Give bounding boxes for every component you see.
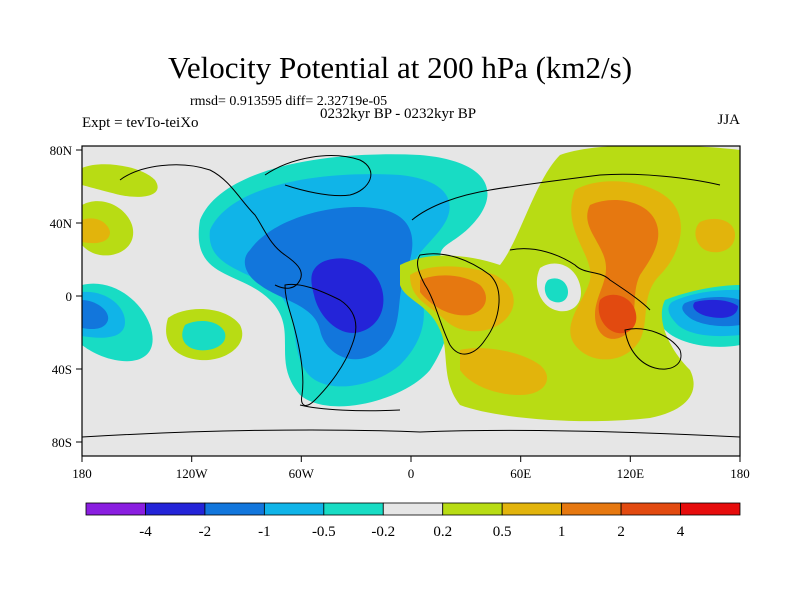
colorbar-label: -0.2	[371, 524, 395, 540]
y-tick-label: 40S	[52, 362, 72, 377]
contour-field	[82, 146, 740, 456]
colorbar-swatch	[382, 502, 444, 516]
x-tick-label: 60E	[510, 466, 531, 481]
colorbar-swatch	[85, 502, 146, 516]
colorbar-swatch	[561, 502, 622, 516]
colorbar-swatch	[501, 502, 563, 516]
colorbar-label: 0.5	[493, 524, 512, 540]
colorbar-swatch	[204, 502, 265, 516]
x-tick-label: 0	[408, 466, 415, 481]
plot-title: Velocity Potential at 200 hPa (km2/s)	[167, 50, 633, 85]
colorbar-swatch	[620, 502, 681, 516]
coastlines	[82, 155, 740, 438]
x-tick-label: 60W	[289, 466, 315, 481]
colorbar-swatch	[680, 502, 741, 516]
experiment-label: Expt = tevTo-teiXo	[82, 115, 199, 131]
colorbar-swatch	[263, 502, 325, 516]
x-tick-label: 120E	[617, 466, 645, 481]
x-tick-label: 180	[730, 466, 750, 481]
colorbar: -4 -2 -1 -0.5 -0.2 0.2 0.5 1 2 4	[85, 502, 741, 540]
colorbar-label: -0.5	[312, 524, 336, 540]
y-tick-label: 40N	[50, 216, 73, 231]
colorbar-swatch	[323, 502, 384, 516]
colorbar-label: 0.2	[433, 524, 452, 540]
y-tick-label: 0	[66, 289, 73, 304]
x-tick-label: 120W	[176, 466, 209, 481]
colorbar-label: -4	[139, 524, 152, 540]
colorbar-label: 2	[617, 524, 625, 540]
colorbar-label: -1	[258, 524, 271, 540]
colorbar-swatch	[145, 502, 206, 516]
stats-text: rmsd= 0.913595 diff= 2.32719e-05	[190, 94, 388, 109]
colorbar-label: -2	[199, 524, 212, 540]
season-label: JJA	[717, 112, 740, 128]
y-tick-label: 80N	[50, 143, 73, 158]
colorbar-swatch	[442, 502, 503, 516]
colorbar-label: 4	[677, 524, 685, 540]
period-label: 0232kyr BP - 0232kyr BP	[320, 106, 477, 122]
y-tick-label: 80S	[52, 435, 72, 450]
x-tick-label: 180	[72, 466, 92, 481]
colorbar-label: 1	[558, 524, 566, 540]
